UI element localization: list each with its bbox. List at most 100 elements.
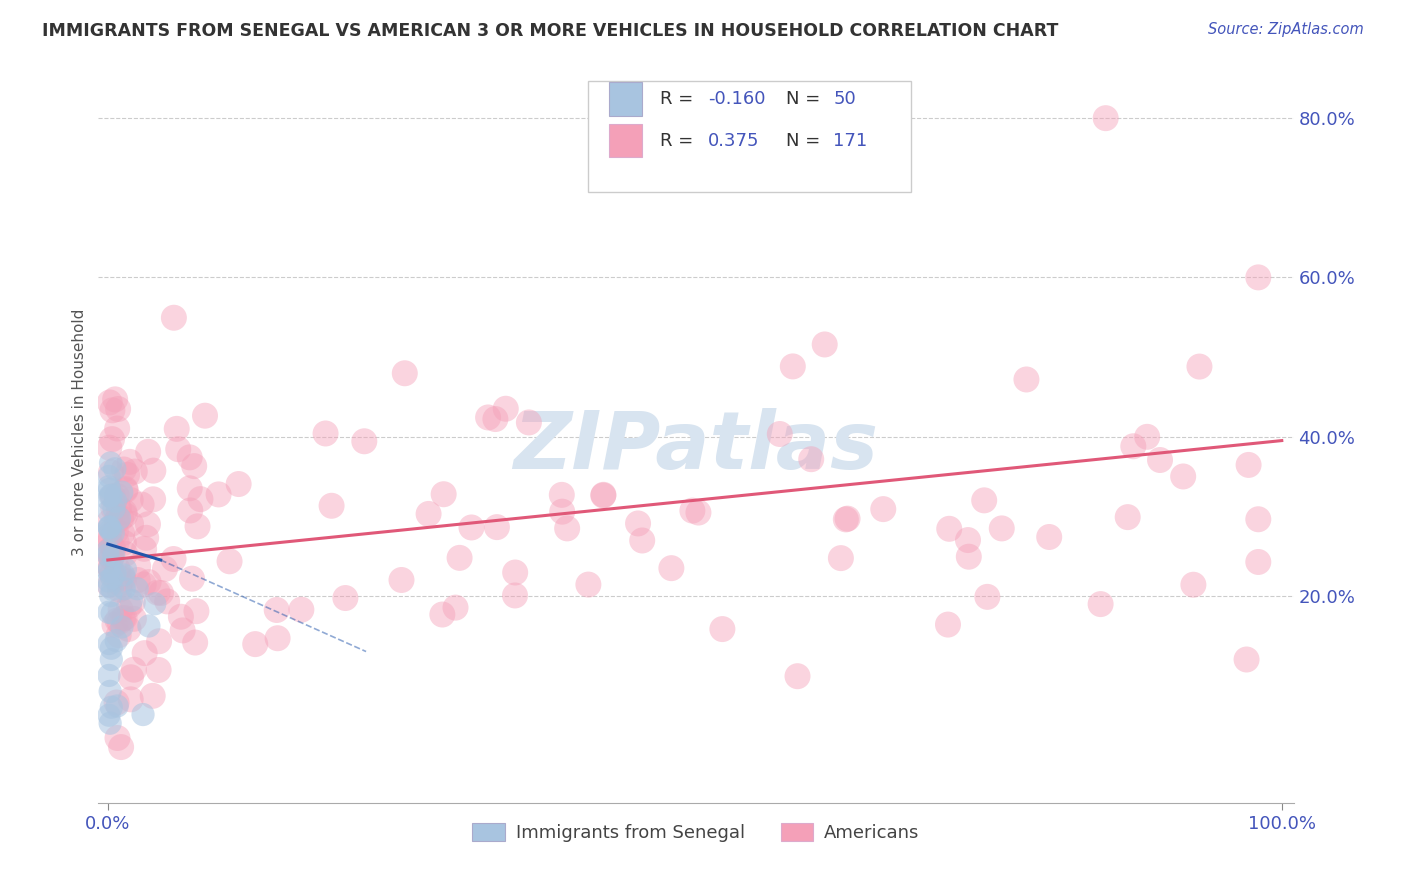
Point — [100, 641, 122, 656]
Text: 50: 50 — [834, 90, 856, 108]
Point — [938, 522, 960, 536]
Point — [117, 622, 139, 636]
Point — [976, 590, 998, 604]
Point — [98, 684, 121, 698]
Point — [218, 554, 240, 568]
Point — [153, 562, 176, 576]
Point — [112, 582, 135, 596]
Text: -0.160: -0.160 — [709, 90, 765, 108]
Point — [120, 493, 142, 508]
Point — [190, 492, 212, 507]
Point — [132, 541, 155, 556]
Point — [162, 552, 184, 566]
Point — [627, 516, 650, 531]
Point — [100, 561, 122, 575]
Point — [769, 427, 792, 442]
Point — [100, 652, 122, 666]
Point — [477, 410, 499, 425]
Point — [186, 519, 208, 533]
Point — [105, 633, 128, 648]
Point — [1173, 469, 1195, 483]
Text: ZIPatlas: ZIPatlas — [513, 409, 879, 486]
Point — [1236, 652, 1258, 666]
Point — [107, 501, 129, 516]
Point — [105, 698, 128, 713]
Point — [555, 521, 578, 535]
Point — [97, 480, 120, 494]
Point — [1188, 359, 1211, 374]
Point — [97, 579, 120, 593]
Point — [97, 548, 120, 562]
Text: IMMIGRANTS FROM SENEGAL VS AMERICAN 3 OR MORE VEHICLES IN HOUSEHOLD CORRELATION : IMMIGRANTS FROM SENEGAL VS AMERICAN 3 OR… — [42, 22, 1059, 40]
Point — [97, 565, 120, 579]
Point — [98, 515, 121, 529]
Point — [132, 577, 155, 591]
Point — [111, 526, 134, 541]
Point — [103, 501, 125, 516]
Point — [835, 512, 858, 526]
Point — [100, 589, 122, 603]
Point — [138, 575, 160, 590]
Point — [170, 609, 193, 624]
Point — [782, 359, 804, 374]
Point — [110, 602, 132, 616]
Point — [127, 573, 149, 587]
Point — [98, 535, 121, 549]
Point — [1122, 439, 1144, 453]
Point — [97, 574, 120, 588]
Point — [98, 561, 121, 575]
Point — [100, 524, 122, 538]
Point — [110, 740, 132, 755]
Point — [800, 452, 823, 467]
Point — [132, 707, 155, 722]
Point — [167, 442, 190, 457]
Point — [104, 566, 127, 581]
Point — [711, 622, 734, 636]
Point — [142, 492, 165, 507]
Point — [98, 533, 121, 547]
Point — [105, 535, 128, 549]
FancyBboxPatch shape — [589, 81, 911, 192]
Point — [114, 547, 136, 561]
Point — [460, 520, 482, 534]
Point — [98, 544, 121, 558]
Point — [127, 582, 149, 596]
Point — [143, 597, 166, 611]
Point — [136, 445, 159, 459]
Point — [118, 599, 141, 613]
Point — [837, 511, 859, 525]
Point — [551, 488, 574, 502]
Point — [1237, 458, 1260, 472]
Point — [956, 533, 979, 547]
Point — [98, 441, 121, 455]
Point — [1116, 510, 1139, 524]
Point — [100, 551, 122, 566]
Point — [105, 696, 128, 710]
Point — [108, 576, 131, 591]
Point — [433, 487, 456, 501]
Point — [503, 589, 526, 603]
Point — [135, 531, 157, 545]
Point — [688, 506, 710, 520]
Point — [136, 517, 159, 532]
Point — [1094, 111, 1116, 125]
Point — [98, 521, 121, 535]
Point — [179, 503, 201, 517]
Point — [990, 521, 1012, 535]
Point — [131, 498, 153, 512]
Point — [98, 716, 121, 731]
Point — [576, 577, 599, 591]
Point — [100, 700, 122, 714]
Point — [104, 392, 127, 407]
Point — [184, 635, 207, 649]
Point — [98, 520, 121, 534]
Point — [207, 487, 229, 501]
Point — [120, 593, 142, 607]
Point — [112, 568, 135, 582]
Point — [100, 549, 122, 564]
Point — [957, 549, 980, 564]
Point — [104, 462, 127, 476]
Point — [830, 551, 852, 566]
Point — [115, 467, 138, 482]
Point — [97, 605, 120, 619]
